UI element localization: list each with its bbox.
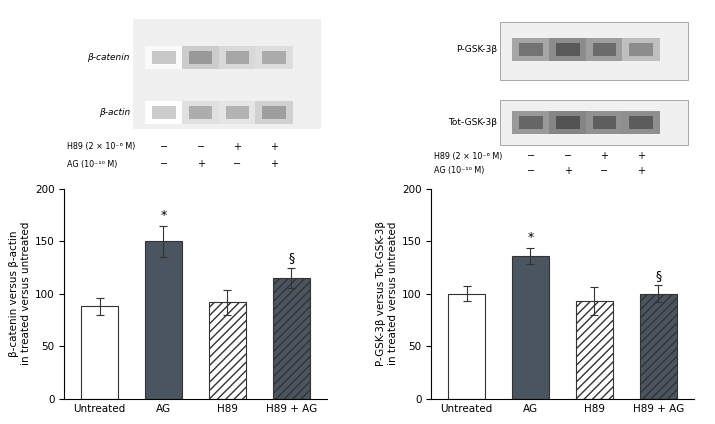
- Bar: [189, 51, 212, 64]
- Text: +: +: [601, 151, 608, 161]
- Text: §: §: [655, 269, 661, 282]
- Bar: [519, 43, 543, 56]
- Bar: [448, 294, 485, 399]
- Text: −: −: [197, 142, 204, 152]
- Text: H89 (2 × 10⁻⁶ M): H89 (2 × 10⁻⁶ M): [67, 142, 135, 151]
- Bar: [549, 38, 586, 61]
- Text: +: +: [270, 159, 278, 169]
- Text: −: −: [563, 151, 572, 161]
- Text: −: −: [160, 159, 168, 169]
- Text: −: −: [233, 159, 242, 169]
- Text: AG (10⁻¹⁰ M): AG (10⁻¹⁰ M): [434, 166, 484, 175]
- Bar: [512, 111, 550, 134]
- Text: +: +: [563, 166, 572, 176]
- Bar: [500, 100, 689, 145]
- Bar: [132, 19, 321, 129]
- Bar: [81, 306, 118, 399]
- Text: +: +: [233, 142, 242, 152]
- Bar: [152, 106, 176, 119]
- Text: P-GSK-3β: P-GSK-3β: [455, 45, 497, 54]
- Bar: [576, 301, 613, 399]
- Bar: [500, 22, 689, 81]
- Bar: [262, 106, 286, 119]
- Bar: [640, 294, 677, 399]
- Bar: [556, 116, 580, 129]
- Bar: [145, 101, 183, 124]
- Bar: [586, 111, 623, 134]
- Bar: [549, 111, 586, 134]
- Text: β-actin: β-actin: [99, 108, 130, 117]
- Y-axis label: β-catenin versus β-actin
in treated versus untreated: β-catenin versus β-actin in treated vers…: [9, 222, 31, 365]
- Bar: [593, 116, 616, 129]
- Bar: [182, 46, 220, 70]
- Bar: [593, 43, 616, 56]
- Text: Tot-GSK-3β: Tot-GSK-3β: [448, 118, 497, 127]
- Text: −: −: [527, 151, 535, 161]
- Text: AG (10⁻¹⁰ M): AG (10⁻¹⁰ M): [67, 160, 117, 169]
- Text: *: *: [160, 209, 167, 223]
- Text: H89 (2 × 10⁻⁶ M): H89 (2 × 10⁻⁶ M): [434, 152, 503, 161]
- Bar: [219, 101, 256, 124]
- Text: −: −: [527, 166, 535, 176]
- Bar: [182, 101, 220, 124]
- Text: β-catenin: β-catenin: [87, 53, 130, 62]
- Text: *: *: [528, 232, 533, 244]
- Bar: [225, 106, 249, 119]
- Bar: [255, 46, 293, 70]
- Bar: [622, 111, 660, 134]
- Text: +: +: [270, 142, 278, 152]
- Text: +: +: [637, 166, 645, 176]
- Bar: [152, 51, 176, 64]
- Bar: [209, 302, 246, 399]
- Bar: [556, 43, 580, 56]
- Bar: [225, 51, 249, 64]
- Text: +: +: [637, 151, 645, 161]
- Bar: [512, 38, 550, 61]
- Bar: [622, 38, 660, 61]
- Bar: [189, 106, 212, 119]
- Bar: [145, 46, 183, 70]
- Bar: [519, 116, 543, 129]
- Text: §: §: [288, 251, 295, 264]
- Bar: [255, 101, 293, 124]
- Bar: [629, 116, 653, 129]
- Bar: [219, 46, 256, 70]
- Text: −: −: [601, 166, 608, 176]
- Bar: [629, 43, 653, 56]
- Text: −: −: [160, 142, 168, 152]
- Bar: [586, 38, 623, 61]
- Bar: [512, 256, 549, 399]
- Bar: [145, 241, 182, 399]
- Text: +: +: [197, 159, 204, 169]
- Y-axis label: P-GSK-3β versus Tot-GSK-3β
in treated versus untreated: P-GSK-3β versus Tot-GSK-3β in treated ve…: [376, 221, 398, 366]
- Bar: [273, 278, 310, 399]
- Bar: [262, 51, 286, 64]
